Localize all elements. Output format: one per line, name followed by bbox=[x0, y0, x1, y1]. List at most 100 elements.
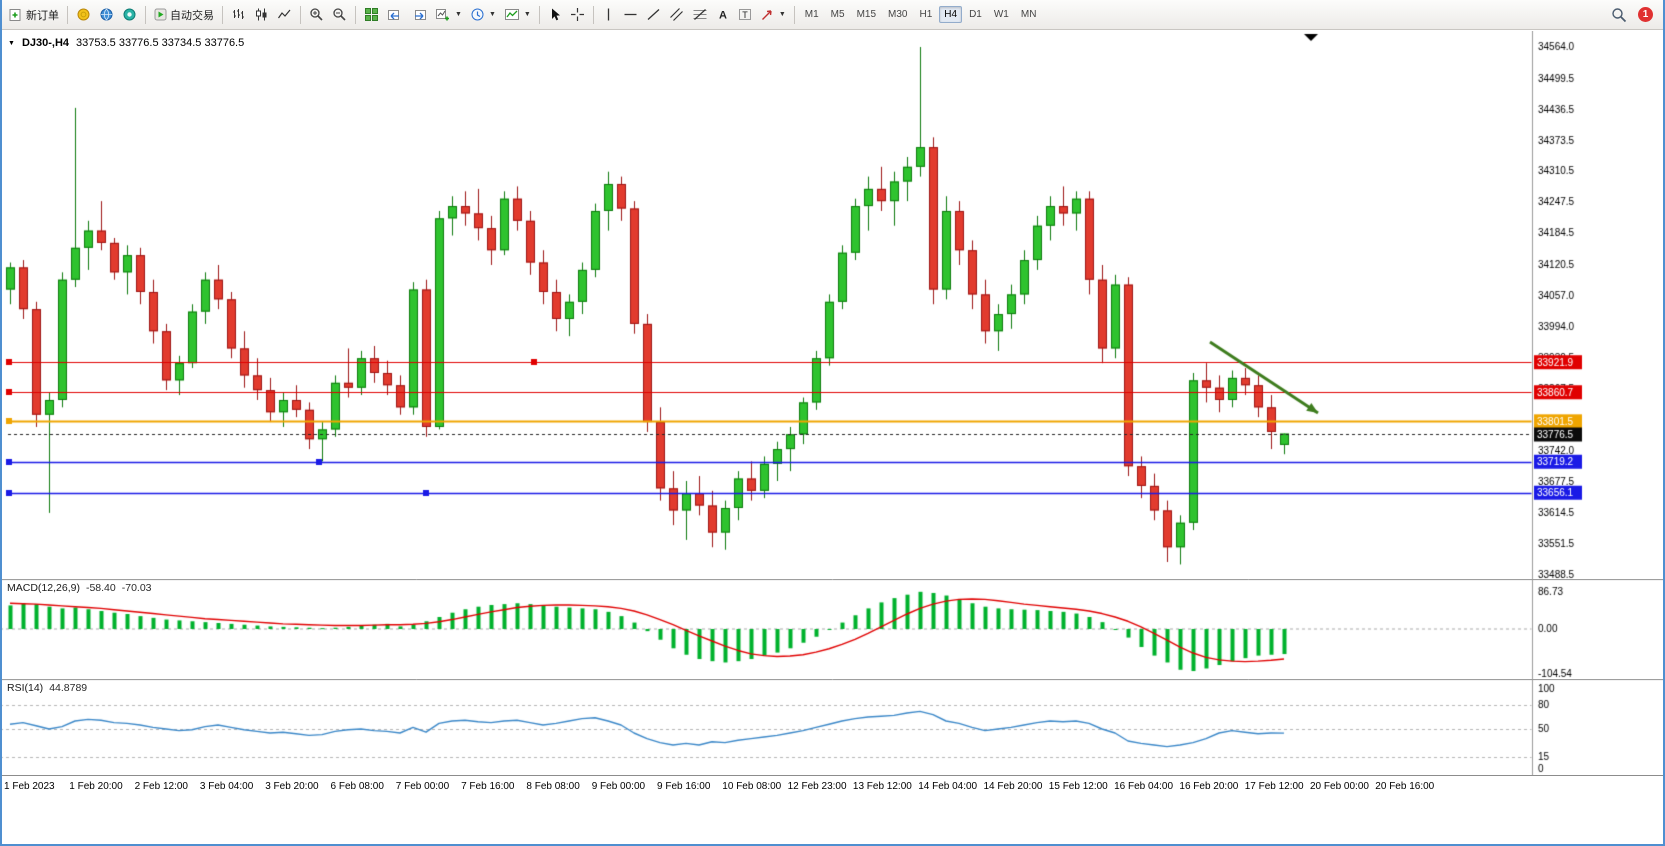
horizontal-line-icon bbox=[624, 13, 637, 16]
toolbar-separator bbox=[145, 5, 146, 24]
new-chart-button[interactable]: ▼ bbox=[431, 4, 466, 26]
time-axis-label: 6 Feb 08:00 bbox=[330, 781, 384, 792]
timeframe-button-M30[interactable]: M30 bbox=[888, 9, 908, 20]
timeframe-button-M15[interactable]: M15 bbox=[856, 9, 877, 20]
macd-label: MACD(12,26,9) bbox=[7, 582, 80, 594]
time-axis-label: 17 Feb 12:00 bbox=[1244, 781, 1304, 792]
timeframe-button-W1[interactable]: W1 bbox=[993, 9, 1009, 20]
dropdown-caret-icon: ▼ bbox=[455, 11, 462, 18]
fibonacci-tool-button[interactable] bbox=[688, 4, 712, 26]
autotrading-icon bbox=[154, 8, 167, 21]
cursor-tool-button[interactable] bbox=[544, 4, 566, 26]
tile-windows-button[interactable] bbox=[360, 4, 383, 26]
channel-tool-button[interactable] bbox=[665, 4, 688, 26]
gold-coin-icon bbox=[77, 8, 90, 21]
market-gold-button[interactable] bbox=[72, 4, 95, 26]
toolbar-separator bbox=[222, 5, 223, 24]
time-axis-label: 15 Feb 12:00 bbox=[1048, 781, 1108, 792]
label-icon: T bbox=[738, 9, 751, 20]
crosshair-icon bbox=[570, 8, 584, 21]
time-axis-label: 12 Feb 23:00 bbox=[787, 781, 847, 792]
time-axis[interactable]: 1 Feb 2023 1 Feb 20:00 2 Feb 12:00 3 Feb 04… bbox=[0, 775, 1665, 800]
chart-menu-triangle-icon[interactable]: ▼ bbox=[8, 39, 15, 47]
line-chart-mode-button[interactable] bbox=[273, 4, 296, 26]
rsi-header: RSI(14) 44.8789 bbox=[7, 682, 87, 694]
label-tool-button[interactable]: T bbox=[734, 4, 756, 26]
zoom-out-icon bbox=[333, 8, 346, 21]
macd-signal-value: -70.03 bbox=[121, 582, 152, 594]
search-icon bbox=[1612, 7, 1627, 22]
channel-icon bbox=[669, 8, 683, 21]
fibonacci-icon bbox=[693, 9, 707, 20]
time-axis-label: 3 Feb 20:00 bbox=[265, 781, 319, 792]
vertical-line-tool-button[interactable] bbox=[598, 4, 619, 26]
arrow-objects-button[interactable]: ▼ bbox=[756, 4, 790, 26]
svg-text:T: T bbox=[742, 10, 748, 20]
time-axis-label: 13 Feb 12:00 bbox=[852, 781, 912, 792]
cursor-icon bbox=[551, 8, 560, 21]
indicators-button[interactable]: ▼ bbox=[500, 4, 535, 26]
trendline-icon bbox=[647, 9, 660, 20]
next-chart-icon bbox=[415, 9, 426, 20]
timeframe-button-M1[interactable]: M1 bbox=[804, 9, 819, 20]
time-axis-label: 14 Feb 04:00 bbox=[918, 781, 978, 792]
toolbar-separator bbox=[793, 5, 795, 24]
toolbar: 新订单 自动交易 bbox=[0, 0, 1665, 30]
time-axis-label: 9 Feb 00:00 bbox=[591, 781, 646, 792]
toolbar-separator bbox=[538, 5, 540, 24]
trendline-tool-button[interactable] bbox=[642, 4, 665, 26]
zoom-in-button[interactable] bbox=[305, 4, 328, 26]
arrow-object-icon bbox=[761, 10, 772, 20]
time-axis-label: 7 Feb 16:00 bbox=[461, 781, 515, 792]
chart-ohlc-values: 33753.5 33776.5 33734.5 33776.5 bbox=[76, 37, 245, 49]
community-button[interactable] bbox=[118, 4, 141, 26]
time-axis-label: 10 Feb 08:00 bbox=[722, 781, 782, 792]
autotrading-button[interactable]: 自动交易 bbox=[150, 4, 218, 26]
macd-panel-canvas[interactable] bbox=[0, 579, 1665, 679]
dropdown-caret-icon: ▼ bbox=[488, 11, 496, 18]
previous-chart-button[interactable] bbox=[383, 4, 407, 26]
time-axis-label: 1 Feb 2023 bbox=[4, 781, 55, 792]
timeframe-button-M5[interactable]: M5 bbox=[830, 9, 845, 20]
candlestick-mode-button[interactable] bbox=[250, 4, 273, 26]
time-axis-label: 1 Feb 20:00 bbox=[69, 781, 123, 792]
tile-windows-icon bbox=[365, 8, 378, 21]
timeframe-button-MN[interactable]: MN bbox=[1020, 9, 1037, 20]
period-button[interactable]: ▼ bbox=[466, 4, 500, 26]
rsi-panel-canvas[interactable] bbox=[0, 679, 1665, 775]
new-order-button[interactable]: 新订单 bbox=[4, 4, 63, 26]
toolbar-right: 1 bbox=[1607, 4, 1661, 26]
time-axis-label: 2 Feb 12:00 bbox=[134, 781, 188, 792]
globe-button[interactable] bbox=[95, 4, 118, 26]
toolbar-separator bbox=[67, 5, 68, 24]
text-tool-button[interactable]: A bbox=[712, 4, 734, 26]
timeframe-button-H4[interactable]: H4 bbox=[939, 6, 963, 23]
bar-chart-icon bbox=[233, 9, 244, 19]
time-axis-label: 20 Feb 16:00 bbox=[1375, 781, 1435, 792]
bar-chart-mode-button[interactable] bbox=[227, 4, 250, 26]
toolbar-separator bbox=[355, 5, 356, 24]
toolbar-separator bbox=[592, 5, 594, 24]
notification-badge[interactable]: 1 bbox=[1638, 7, 1653, 22]
timeframe-group: M1 M5 M15 M30 H1 H4 D1 W1 MN bbox=[799, 6, 1043, 23]
new-order-label: 新订单 bbox=[26, 9, 59, 22]
time-axis-label: 16 Feb 20:00 bbox=[1179, 781, 1239, 792]
candlestick-icon bbox=[256, 8, 267, 21]
search-button[interactable] bbox=[1607, 4, 1631, 26]
horizontal-line-tool-button[interactable] bbox=[619, 4, 642, 26]
zoom-out-button[interactable] bbox=[328, 4, 351, 26]
time-axis-label: 14 Feb 20:00 bbox=[983, 781, 1043, 792]
timeframe-button-H1[interactable]: H1 bbox=[919, 9, 933, 20]
text-icon: A bbox=[719, 10, 727, 22]
previous-chart-icon bbox=[388, 9, 399, 20]
timeframe-button-D1[interactable]: D1 bbox=[969, 9, 982, 20]
time-axis-label: 9 Feb 16:00 bbox=[657, 781, 711, 792]
chart-title: ▼ DJ30-,H4 33753.5 33776.5 33734.5 33776… bbox=[8, 37, 244, 49]
crosshair-tool-button[interactable] bbox=[566, 4, 589, 26]
macd-header: MACD(12,26,9) -58.40 -70.03 bbox=[7, 582, 152, 594]
line-chart-icon bbox=[278, 9, 291, 19]
next-chart-button[interactable] bbox=[407, 4, 431, 26]
price-chart-canvas[interactable] bbox=[0, 31, 1665, 579]
time-axis-label: 16 Feb 04:00 bbox=[1114, 781, 1174, 792]
